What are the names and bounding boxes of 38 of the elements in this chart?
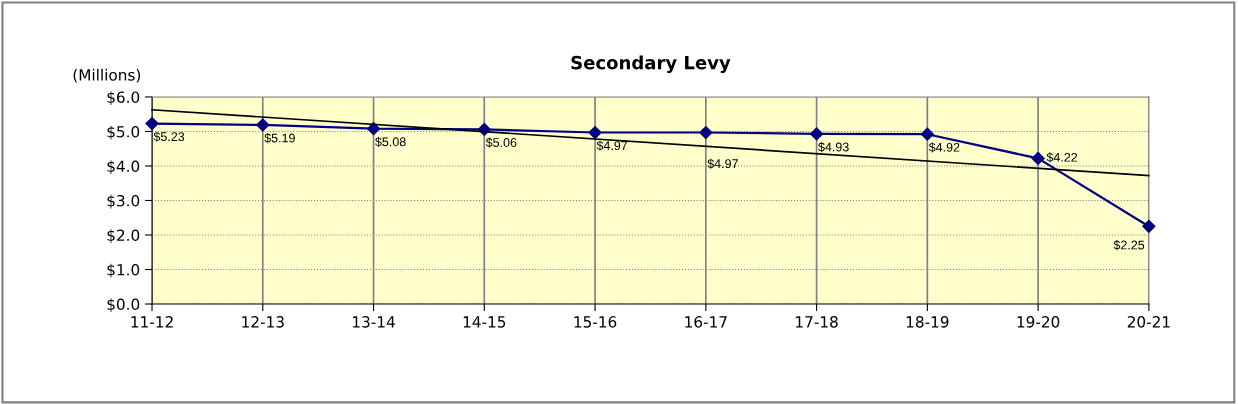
x-tick-label: 18-19 [906,316,949,328]
chart-title: Secondary Levy [571,55,731,74]
y-tick-label: $4.0 [107,160,140,175]
y-tick-label: $3.0 [107,194,140,209]
y-tick-label: $6.0 [107,91,140,106]
point [809,127,824,141]
point [1142,219,1156,233]
point [1031,151,1045,165]
x-tick-label: 14-15 [463,316,506,328]
data-label: $5.08 [375,136,406,147]
x-tick-label: 17-18 [796,316,838,328]
data-label: $4.97 [707,158,738,169]
point [588,125,602,140]
data-label: $4.93 [818,142,849,153]
data-label: $4.22 [1046,152,1078,163]
y-axis-title: (Millions) [73,68,141,83]
x-tick-label: 12-13 [242,316,284,328]
data-label: $4.92 [928,142,960,153]
point [256,118,270,132]
x-tick-label: 19-20 [1017,316,1060,328]
point [699,125,713,140]
data-label: $5.23 [153,131,185,142]
data-label: $4.97 [596,140,628,151]
y-tick-label: $2.0 [107,229,140,244]
point [366,122,381,136]
data-label: $2.25 [1113,240,1145,251]
point [920,127,934,141]
x-tick-label: 16-17 [685,316,727,328]
point [145,116,159,131]
data-label: $5.19 [264,133,295,144]
y-tick-label: $5.0 [107,125,140,140]
x-tick-label: 13-14 [353,316,395,328]
x-tick-label: 11-12 [131,316,173,328]
data-label: $5.06 [485,137,517,148]
y-tick-label: $1.0 [107,263,140,278]
y-tick-label: $0.0 [107,298,140,313]
x-tick-label: 20-21 [1127,316,1170,328]
x-tick-label: 15-16 [574,316,617,328]
